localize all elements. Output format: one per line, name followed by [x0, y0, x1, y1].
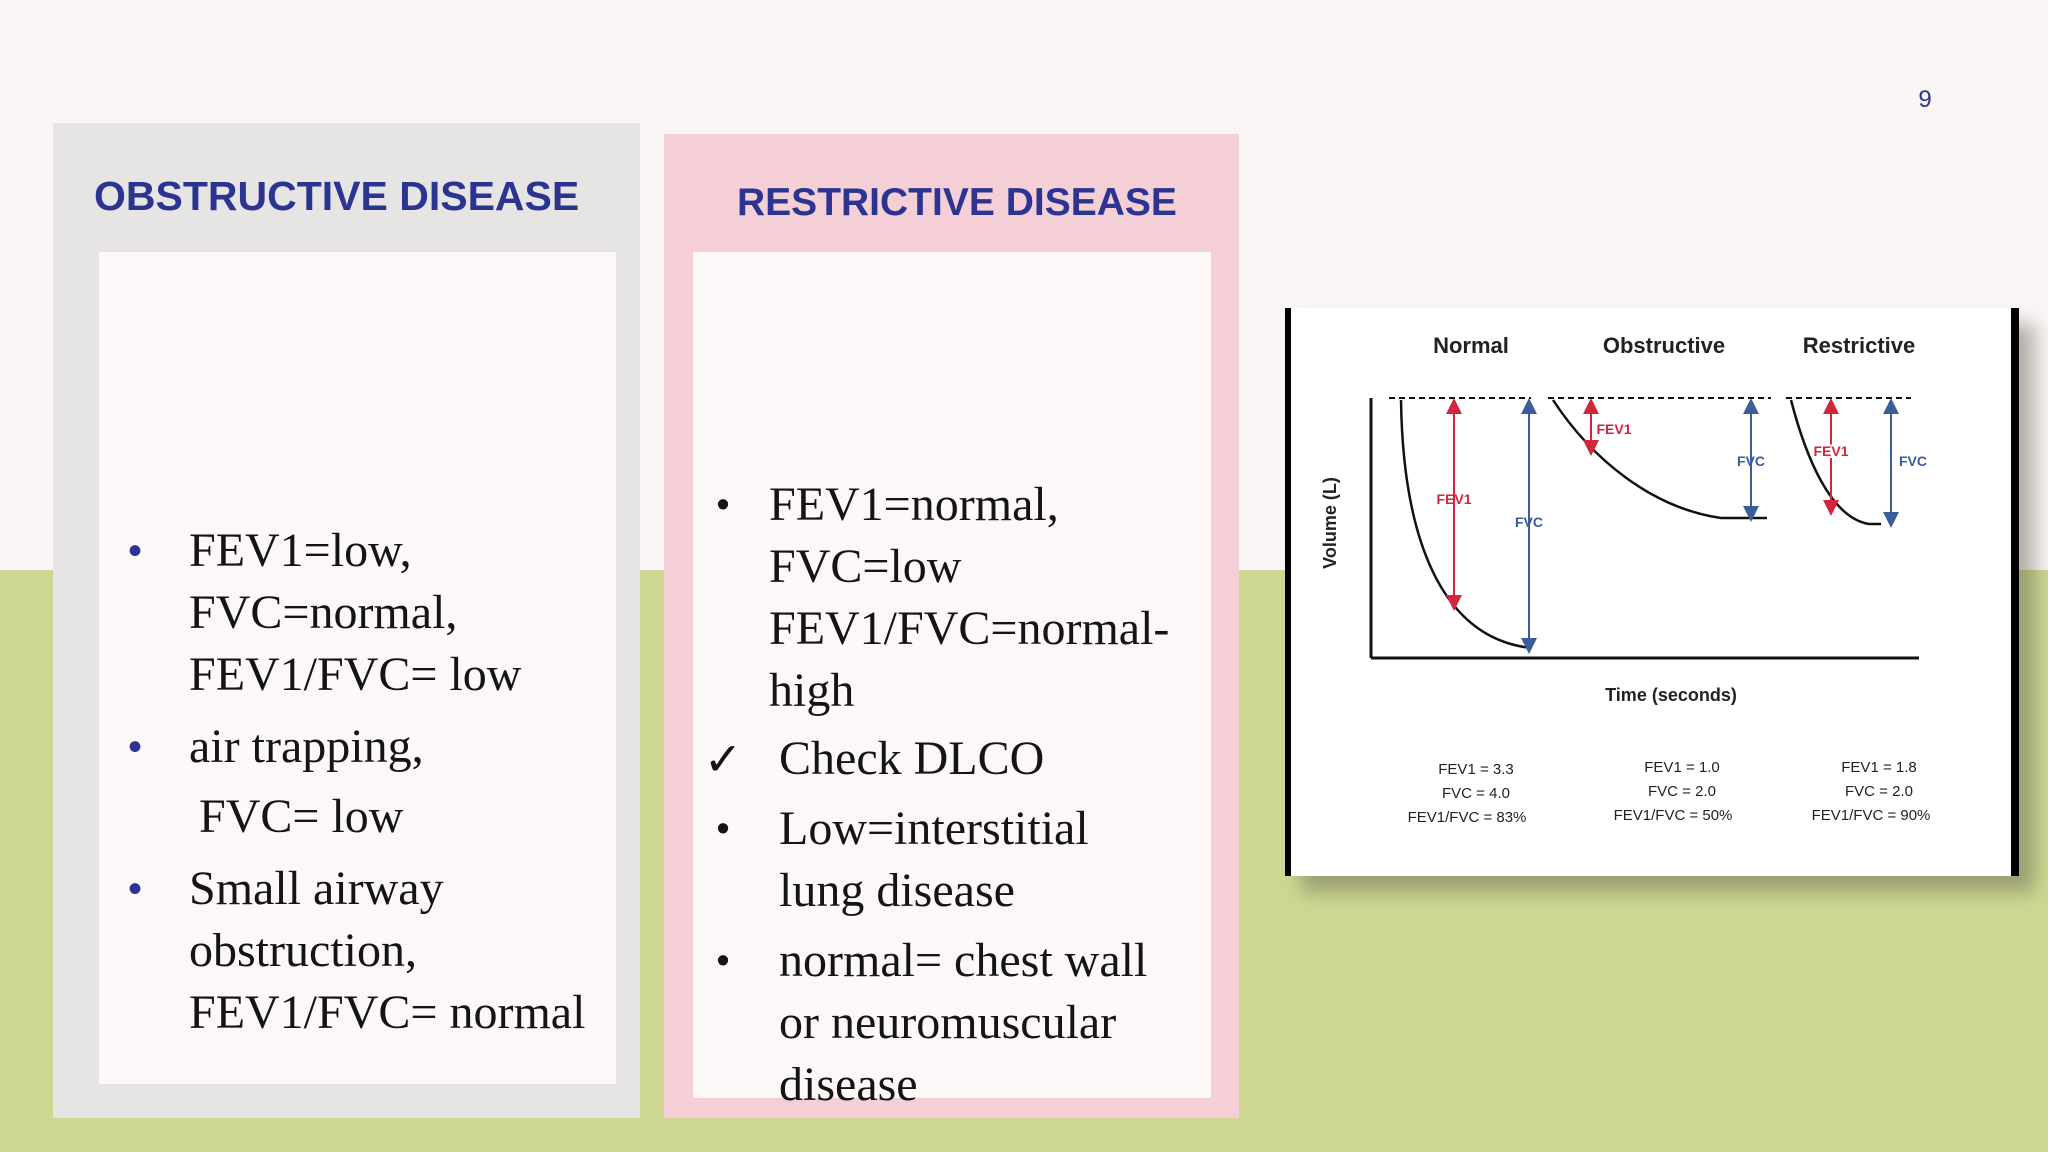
y-axis-label: Volume (L): [1320, 477, 1340, 569]
list-item: • FEV1=low, FVC=normal, FEV1/FVC= low: [115, 520, 605, 706]
obstructive-title: OBSTRUCTIVE DISEASE: [94, 173, 580, 219]
panel-title-restrictive: Restrictive: [1803, 333, 1916, 358]
stat-fev1-obstructive: FEV1 = 1.0: [1644, 759, 1719, 776]
curve-obstructive: [1551, 399, 1767, 520]
spirometry-diagram: Normal Obstructive Restrictive Volume (L…: [1320, 333, 1931, 826]
list-item-line: normal= chest wall: [779, 934, 1148, 987]
list-item: • air trapping, FVC= low: [115, 716, 605, 848]
panel-title-normal: Normal: [1433, 333, 1509, 358]
x-axis-label: Time (seconds): [1605, 685, 1737, 705]
obstructive-panel: OBSTRUCTIVE DISEASE • FEV1=low, FVC=norm…: [53, 123, 640, 1118]
stat-ratio-obstructive: FEV1/FVC = 50%: [1614, 807, 1733, 824]
list-item-line: FEV1/FVC= normal: [189, 986, 586, 1039]
list-item: • Low=interstitial lung disease: [705, 798, 1205, 922]
bullet-icon: •: [127, 867, 142, 911]
list-item-line: FVC=normal,: [189, 586, 458, 639]
bullet-icon: •: [716, 940, 730, 982]
stat-fvc-normal: FVC = 4.0: [1442, 785, 1510, 802]
list-item-line: lung disease: [779, 864, 1015, 917]
list-item-line: Check DLCO: [779, 732, 1045, 785]
list-item: • FEV1=normal, FVC=low FEV1/FVC=normal- …: [705, 474, 1205, 722]
bullet-icon: •: [716, 484, 730, 526]
list-item-line: obstruction,: [189, 924, 417, 977]
curve-restrictive: [1789, 399, 1881, 526]
obstructive-card: • FEV1=low, FVC=normal, FEV1/FVC= low • …: [99, 252, 616, 1084]
panel-title-obstructive: Obstructive: [1603, 333, 1725, 358]
stat-ratio-restrictive: FEV1/FVC = 90%: [1812, 807, 1931, 824]
restrictive-card: • FEV1=normal, FVC=low FEV1/FVC=normal- …: [693, 252, 1211, 1111]
stat-ratio-normal: FEV1/FVC = 83%: [1408, 809, 1527, 826]
fev1-label-normal: FEV1: [1436, 491, 1471, 507]
bullet-icon: •: [716, 808, 730, 850]
list-item-line: high: [769, 664, 855, 717]
restrictive-list: • FEV1=normal, FVC=low FEV1/FVC=normal- …: [703, 474, 1205, 1116]
list-item-line: FVC=low: [769, 540, 962, 593]
spirometry-figure: Normal Obstructive Restrictive Volume (L…: [1285, 308, 2019, 876]
fvc-label-restrictive: FVC: [1899, 453, 1927, 469]
fvc-label-obstructive: FVC: [1737, 453, 1765, 469]
list-item-line: FEV1/FVC= low: [189, 648, 522, 701]
stat-fvc-obstructive: FVC = 2.0: [1648, 783, 1716, 800]
bullet-icon: •: [127, 725, 142, 769]
bullet-icon: •: [127, 529, 142, 573]
list-item-line: FEV1=low,: [189, 524, 412, 577]
list-item-subline: FVC= low: [199, 790, 404, 843]
stat-fev1-normal: FEV1 = 3.3: [1438, 761, 1513, 778]
list-item-line: air trapping,: [189, 720, 424, 773]
list-item-line: or neuromuscular: [779, 996, 1117, 1049]
list-item: • normal= chest wall or neuromuscular di…: [705, 930, 1205, 1116]
list-item-line: Small airway: [189, 862, 444, 915]
restrictive-title: RESTRICTIVE DISEASE: [737, 181, 1177, 224]
list-item: • Small airway obstruction, FEV1/FVC= no…: [115, 858, 605, 1044]
fev1-label-restrictive: FEV1: [1813, 443, 1848, 459]
stat-fev1-restrictive: FEV1 = 1.8: [1841, 759, 1916, 776]
list-item-line: FEV1/FVC=normal-: [769, 602, 1170, 655]
curve-normal: [1399, 399, 1532, 650]
page-number: 9: [1918, 86, 1932, 113]
checkmark-icon: ✓: [703, 733, 743, 785]
fev1-label-obstructive: FEV1: [1596, 421, 1631, 437]
stat-fvc-restrictive: FVC = 2.0: [1845, 783, 1913, 800]
restrictive-panel: RESTRICTIVE DISEASE • FEV1=normal, FVC=l…: [664, 134, 1239, 1118]
list-item-line: disease: [779, 1058, 918, 1111]
list-item-line: FEV1=normal,: [769, 478, 1059, 531]
list-item: ✓ Check DLCO: [703, 728, 1205, 790]
list-item-line: Low=interstitial: [779, 802, 1089, 855]
obstructive-list: • FEV1=low, FVC=normal, FEV1/FVC= low • …: [115, 520, 605, 1044]
fvc-label-normal: FVC: [1515, 514, 1543, 530]
